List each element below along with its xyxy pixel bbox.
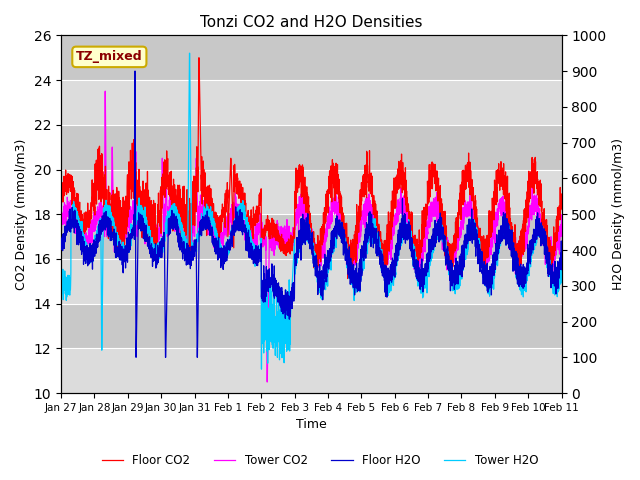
Tower CO2 [276,236,284,241]
Tower H2O [57,277,65,283]
Floor CO2 [557,206,565,212]
Tower H2O [401,225,409,231]
Tower H2O [186,50,193,56]
Floor H2O [280,301,288,307]
Tower H2O [258,366,266,372]
Tower H2O [276,351,284,357]
Floor CO2 [276,242,284,248]
Tower CO2 [263,379,271,385]
Y-axis label: CO2 Density (mmol/m3): CO2 Density (mmol/m3) [15,139,28,290]
Bar [61,214,561,259]
Floor H2O [132,354,140,360]
Floor H2O [276,293,284,299]
Bar [61,348,561,393]
Tower CO2 [121,226,129,232]
Bar [61,125,561,169]
X-axis label: Time: Time [296,419,326,432]
Floor H2O [319,264,327,269]
Tower H2O [319,277,327,283]
Bar [61,36,561,80]
Floor CO2 [280,243,288,249]
Tower CO2 [101,88,109,94]
Floor CO2 [195,55,203,60]
Text: TZ_mixed: TZ_mixed [76,50,143,63]
Floor CO2 [319,222,327,228]
Tower CO2 [57,218,65,224]
Floor CO2 [57,190,65,196]
Tower CO2 [401,204,409,209]
Bar [61,259,561,304]
Floor CO2 [401,192,408,198]
Title: Tonzi CO2 and H2O Densities: Tonzi CO2 and H2O Densities [200,15,422,30]
Floor CO2 [481,276,488,282]
Line: Tower H2O: Tower H2O [61,53,561,369]
Tower CO2 [379,260,387,265]
Tower H2O [379,259,387,264]
Y-axis label: H2O Density (mmol/m3): H2O Density (mmol/m3) [612,138,625,290]
Floor H2O [401,226,409,231]
Floor H2O [57,237,65,242]
Line: Floor H2O: Floor H2O [61,71,561,357]
Tower H2O [557,267,565,273]
Floor H2O [557,264,565,270]
Line: Floor CO2: Floor CO2 [61,58,561,279]
Floor CO2 [121,198,129,204]
Floor H2O [379,264,387,270]
Bar [61,80,561,125]
Tower CO2 [280,229,288,235]
Tower CO2 [557,212,565,218]
Tower H2O [280,322,288,327]
Bar [61,169,561,214]
Floor CO2 [379,246,387,252]
Tower CO2 [319,242,327,248]
Floor H2O [131,68,139,74]
Legend: Floor CO2, Tower CO2, Floor H2O, Tower H2O: Floor CO2, Tower CO2, Floor H2O, Tower H… [97,449,543,472]
Floor H2O [121,256,129,262]
Line: Tower CO2: Tower CO2 [61,91,561,382]
Tower H2O [121,252,129,258]
Bar [61,304,561,348]
